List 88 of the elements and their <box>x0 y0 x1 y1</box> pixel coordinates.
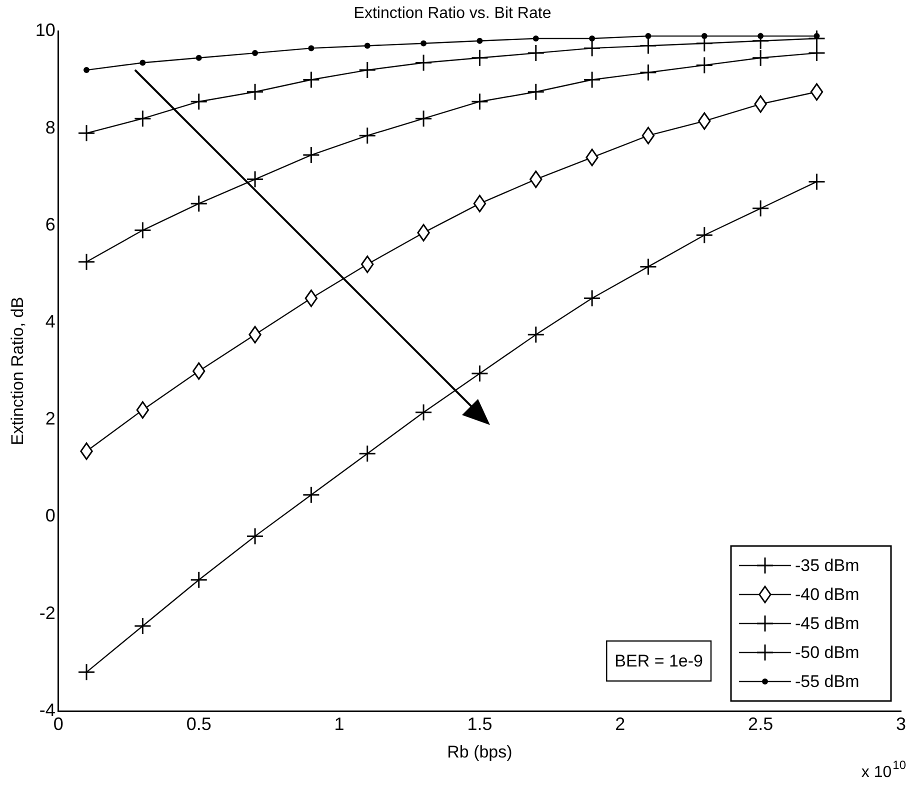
point <box>754 95 767 113</box>
point <box>696 226 714 244</box>
point <box>246 83 264 101</box>
point <box>304 290 318 308</box>
point <box>532 35 539 42</box>
point <box>473 194 486 212</box>
point <box>586 148 598 166</box>
point <box>752 49 770 67</box>
point <box>583 39 601 57</box>
point <box>246 527 264 545</box>
point <box>639 64 657 82</box>
x-tick-label: 2 <box>615 714 626 734</box>
y-tick-label: 4 <box>45 312 56 332</box>
x-tick-label: 3 <box>896 714 906 734</box>
point <box>190 92 208 110</box>
point <box>583 290 601 308</box>
y-tick-label: 2 <box>45 408 56 429</box>
point <box>192 362 206 380</box>
point <box>527 326 545 344</box>
point <box>589 35 596 42</box>
point <box>78 663 96 681</box>
point <box>361 256 374 274</box>
annotation: BER = 1e-9 <box>614 652 704 671</box>
point <box>80 442 93 460</box>
point <box>810 83 824 101</box>
point <box>470 364 488 382</box>
y-tick-label: 0 <box>45 506 56 526</box>
point <box>758 33 764 40</box>
point <box>302 146 320 164</box>
point <box>527 83 545 101</box>
legend-label: -40 dBm <box>795 585 860 604</box>
legend-label: -45 dBm <box>795 614 860 634</box>
point <box>701 33 708 40</box>
point <box>583 71 601 89</box>
point <box>302 486 320 504</box>
point <box>696 56 714 74</box>
point <box>78 253 96 271</box>
point <box>140 60 146 66</box>
x-tick-label: 0.5 <box>186 714 212 734</box>
x-axis-title: Rb (bps) <box>447 742 512 762</box>
point <box>84 67 90 74</box>
point <box>752 200 770 218</box>
point <box>190 571 208 589</box>
point <box>470 49 488 67</box>
point <box>248 326 262 344</box>
y-tick-label: -4 <box>39 700 56 720</box>
y-tick-label: -2 <box>39 602 56 623</box>
point <box>136 401 150 419</box>
point <box>134 222 152 240</box>
point <box>417 224 430 242</box>
point <box>358 444 376 462</box>
point <box>78 124 96 142</box>
x-tick-label: 1.5 <box>467 714 492 734</box>
point <box>414 54 432 72</box>
legend-label: -50 dBm <box>795 643 860 662</box>
point <box>358 61 376 79</box>
chart-title: Extinction Ratio vs. Bit Rate <box>354 5 552 22</box>
y-tick-label: 10 <box>35 20 56 40</box>
x-tick-label: 2.5 <box>748 714 774 734</box>
point <box>420 40 427 46</box>
point <box>639 258 657 276</box>
point <box>246 170 264 188</box>
point <box>698 112 711 130</box>
point <box>642 126 655 144</box>
y-tick-label: 8 <box>45 117 56 138</box>
point <box>414 404 432 422</box>
point <box>308 45 314 52</box>
point <box>358 126 376 144</box>
point <box>364 42 370 49</box>
point <box>414 110 432 128</box>
point <box>302 71 320 89</box>
point <box>530 170 542 188</box>
point <box>645 33 652 40</box>
point <box>190 194 208 212</box>
y-tick-label: 6 <box>45 214 56 234</box>
y-axis-title: Extinction Ratio, dB <box>8 296 27 446</box>
point <box>527 44 545 62</box>
point <box>134 110 152 128</box>
point <box>134 617 152 635</box>
x-tick-label: 1 <box>334 714 344 734</box>
point <box>252 50 258 56</box>
point <box>476 38 483 44</box>
point <box>639 37 657 55</box>
point <box>808 172 826 190</box>
legend-label: -35 dBm <box>795 556 860 576</box>
point <box>196 54 202 61</box>
point <box>470 92 488 110</box>
legend-label: -55 dBm <box>795 672 860 692</box>
